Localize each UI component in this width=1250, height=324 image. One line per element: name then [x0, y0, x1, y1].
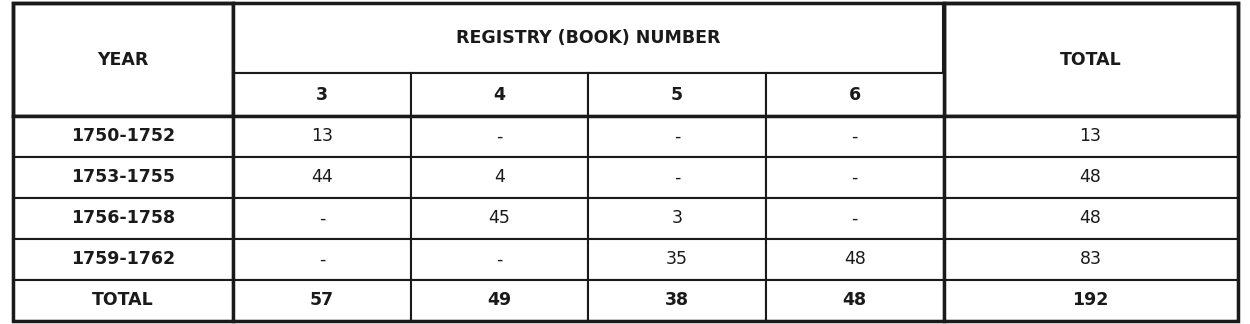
Text: 48: 48 [1080, 168, 1101, 186]
Text: 5: 5 [671, 86, 682, 104]
Text: TOTAL: TOTAL [92, 291, 154, 309]
Text: 1759-1762: 1759-1762 [71, 250, 175, 268]
Text: -: - [674, 168, 680, 186]
Bar [12, 198, 232, 239]
Text: 4: 4 [494, 86, 505, 104]
Bar [766, 239, 944, 280]
Bar [232, 280, 410, 321]
Text: 3: 3 [316, 86, 328, 104]
Bar [232, 239, 410, 280]
Text: 44: 44 [311, 168, 332, 186]
Bar [232, 157, 410, 198]
Text: 38: 38 [665, 291, 689, 309]
Bar [589, 73, 766, 116]
Bar [766, 198, 944, 239]
Text: -: - [851, 168, 858, 186]
Bar [410, 116, 589, 157]
Bar [589, 239, 766, 280]
Bar [944, 198, 1238, 239]
Bar [410, 73, 589, 116]
Text: 83: 83 [1080, 250, 1101, 268]
Text: -: - [496, 127, 502, 145]
Bar [232, 198, 410, 239]
Text: -: - [496, 250, 502, 268]
Bar [944, 116, 1238, 157]
Text: 48: 48 [1080, 209, 1101, 227]
Bar [944, 239, 1238, 280]
Bar [232, 73, 410, 116]
Bar [12, 3, 232, 116]
Bar [12, 280, 232, 321]
Bar [589, 157, 766, 198]
Text: 45: 45 [489, 209, 510, 227]
Text: 35: 35 [666, 250, 688, 268]
Text: 1753-1755: 1753-1755 [71, 168, 175, 186]
Text: 192: 192 [1072, 291, 1109, 309]
Text: 13: 13 [311, 127, 332, 145]
Text: 3: 3 [671, 209, 682, 227]
Bar [12, 116, 232, 157]
Text: 48: 48 [844, 250, 865, 268]
Text: -: - [851, 209, 858, 227]
Text: 4: 4 [494, 168, 505, 186]
Bar [589, 198, 766, 239]
Text: 1750-1752: 1750-1752 [71, 127, 175, 145]
Bar [410, 280, 589, 321]
Text: -: - [319, 250, 325, 268]
Text: TOTAL: TOTAL [1060, 51, 1121, 69]
Text: 57: 57 [310, 291, 334, 309]
Text: REGISTRY (BOOK) NUMBER: REGISTRY (BOOK) NUMBER [456, 29, 720, 47]
Bar [12, 157, 232, 198]
Bar [944, 3, 1238, 116]
Text: -: - [319, 209, 325, 227]
Bar [766, 157, 944, 198]
Bar [232, 3, 944, 73]
Text: 48: 48 [842, 291, 866, 309]
Text: 49: 49 [488, 291, 511, 309]
Bar [944, 280, 1238, 321]
Bar [12, 239, 232, 280]
Bar [410, 157, 589, 198]
Text: -: - [851, 127, 858, 145]
Text: 6: 6 [849, 86, 861, 104]
Bar [766, 280, 944, 321]
Bar [589, 280, 766, 321]
Bar [410, 239, 589, 280]
Text: 13: 13 [1080, 127, 1101, 145]
Text: -: - [674, 127, 680, 145]
Text: YEAR: YEAR [98, 51, 149, 69]
Bar [766, 116, 944, 157]
Bar [410, 198, 589, 239]
Bar [766, 73, 944, 116]
Bar [944, 157, 1238, 198]
Bar [232, 116, 410, 157]
Text: 1756-1758: 1756-1758 [71, 209, 175, 227]
Bar [589, 116, 766, 157]
